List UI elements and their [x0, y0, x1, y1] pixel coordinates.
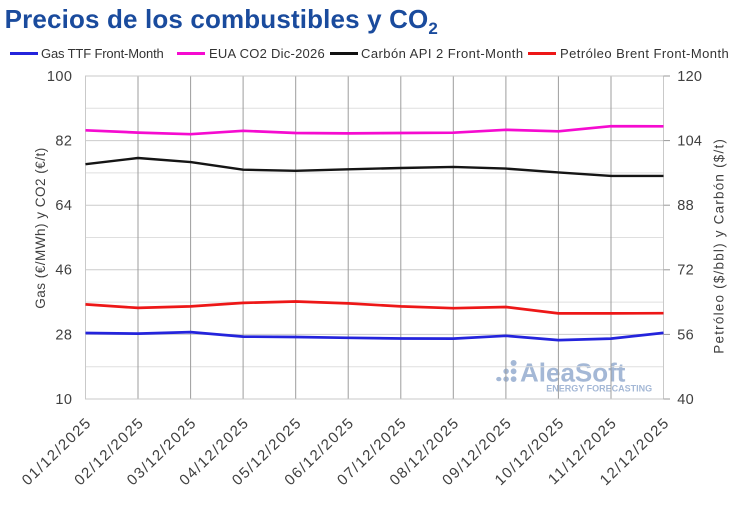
svg-text:100: 100: [47, 69, 73, 85]
svg-text:120: 120: [677, 69, 702, 85]
svg-text:Gas (€/MWh) y CO2 (€/t): Gas (€/MWh) y CO2 (€/t): [33, 147, 48, 309]
svg-text:Petróleo ($/bbl) y Carbón ($/t: Petróleo ($/bbl) y Carbón ($/t): [712, 138, 727, 354]
svg-text:82: 82: [55, 134, 72, 150]
svg-text:28: 28: [55, 327, 72, 343]
svg-text:104: 104: [677, 134, 702, 150]
svg-text:ENERGY FORECASTING: ENERGY FORECASTING: [546, 384, 652, 394]
svg-text:40: 40: [677, 392, 694, 408]
svg-text:AleaSoft: AleaSoft: [520, 358, 626, 388]
svg-text:10: 10: [55, 392, 72, 408]
svg-text:64: 64: [55, 198, 72, 214]
svg-text:56: 56: [677, 327, 694, 343]
svg-text:46: 46: [55, 263, 72, 279]
svg-text:88: 88: [677, 198, 694, 214]
svg-text:72: 72: [677, 263, 694, 279]
